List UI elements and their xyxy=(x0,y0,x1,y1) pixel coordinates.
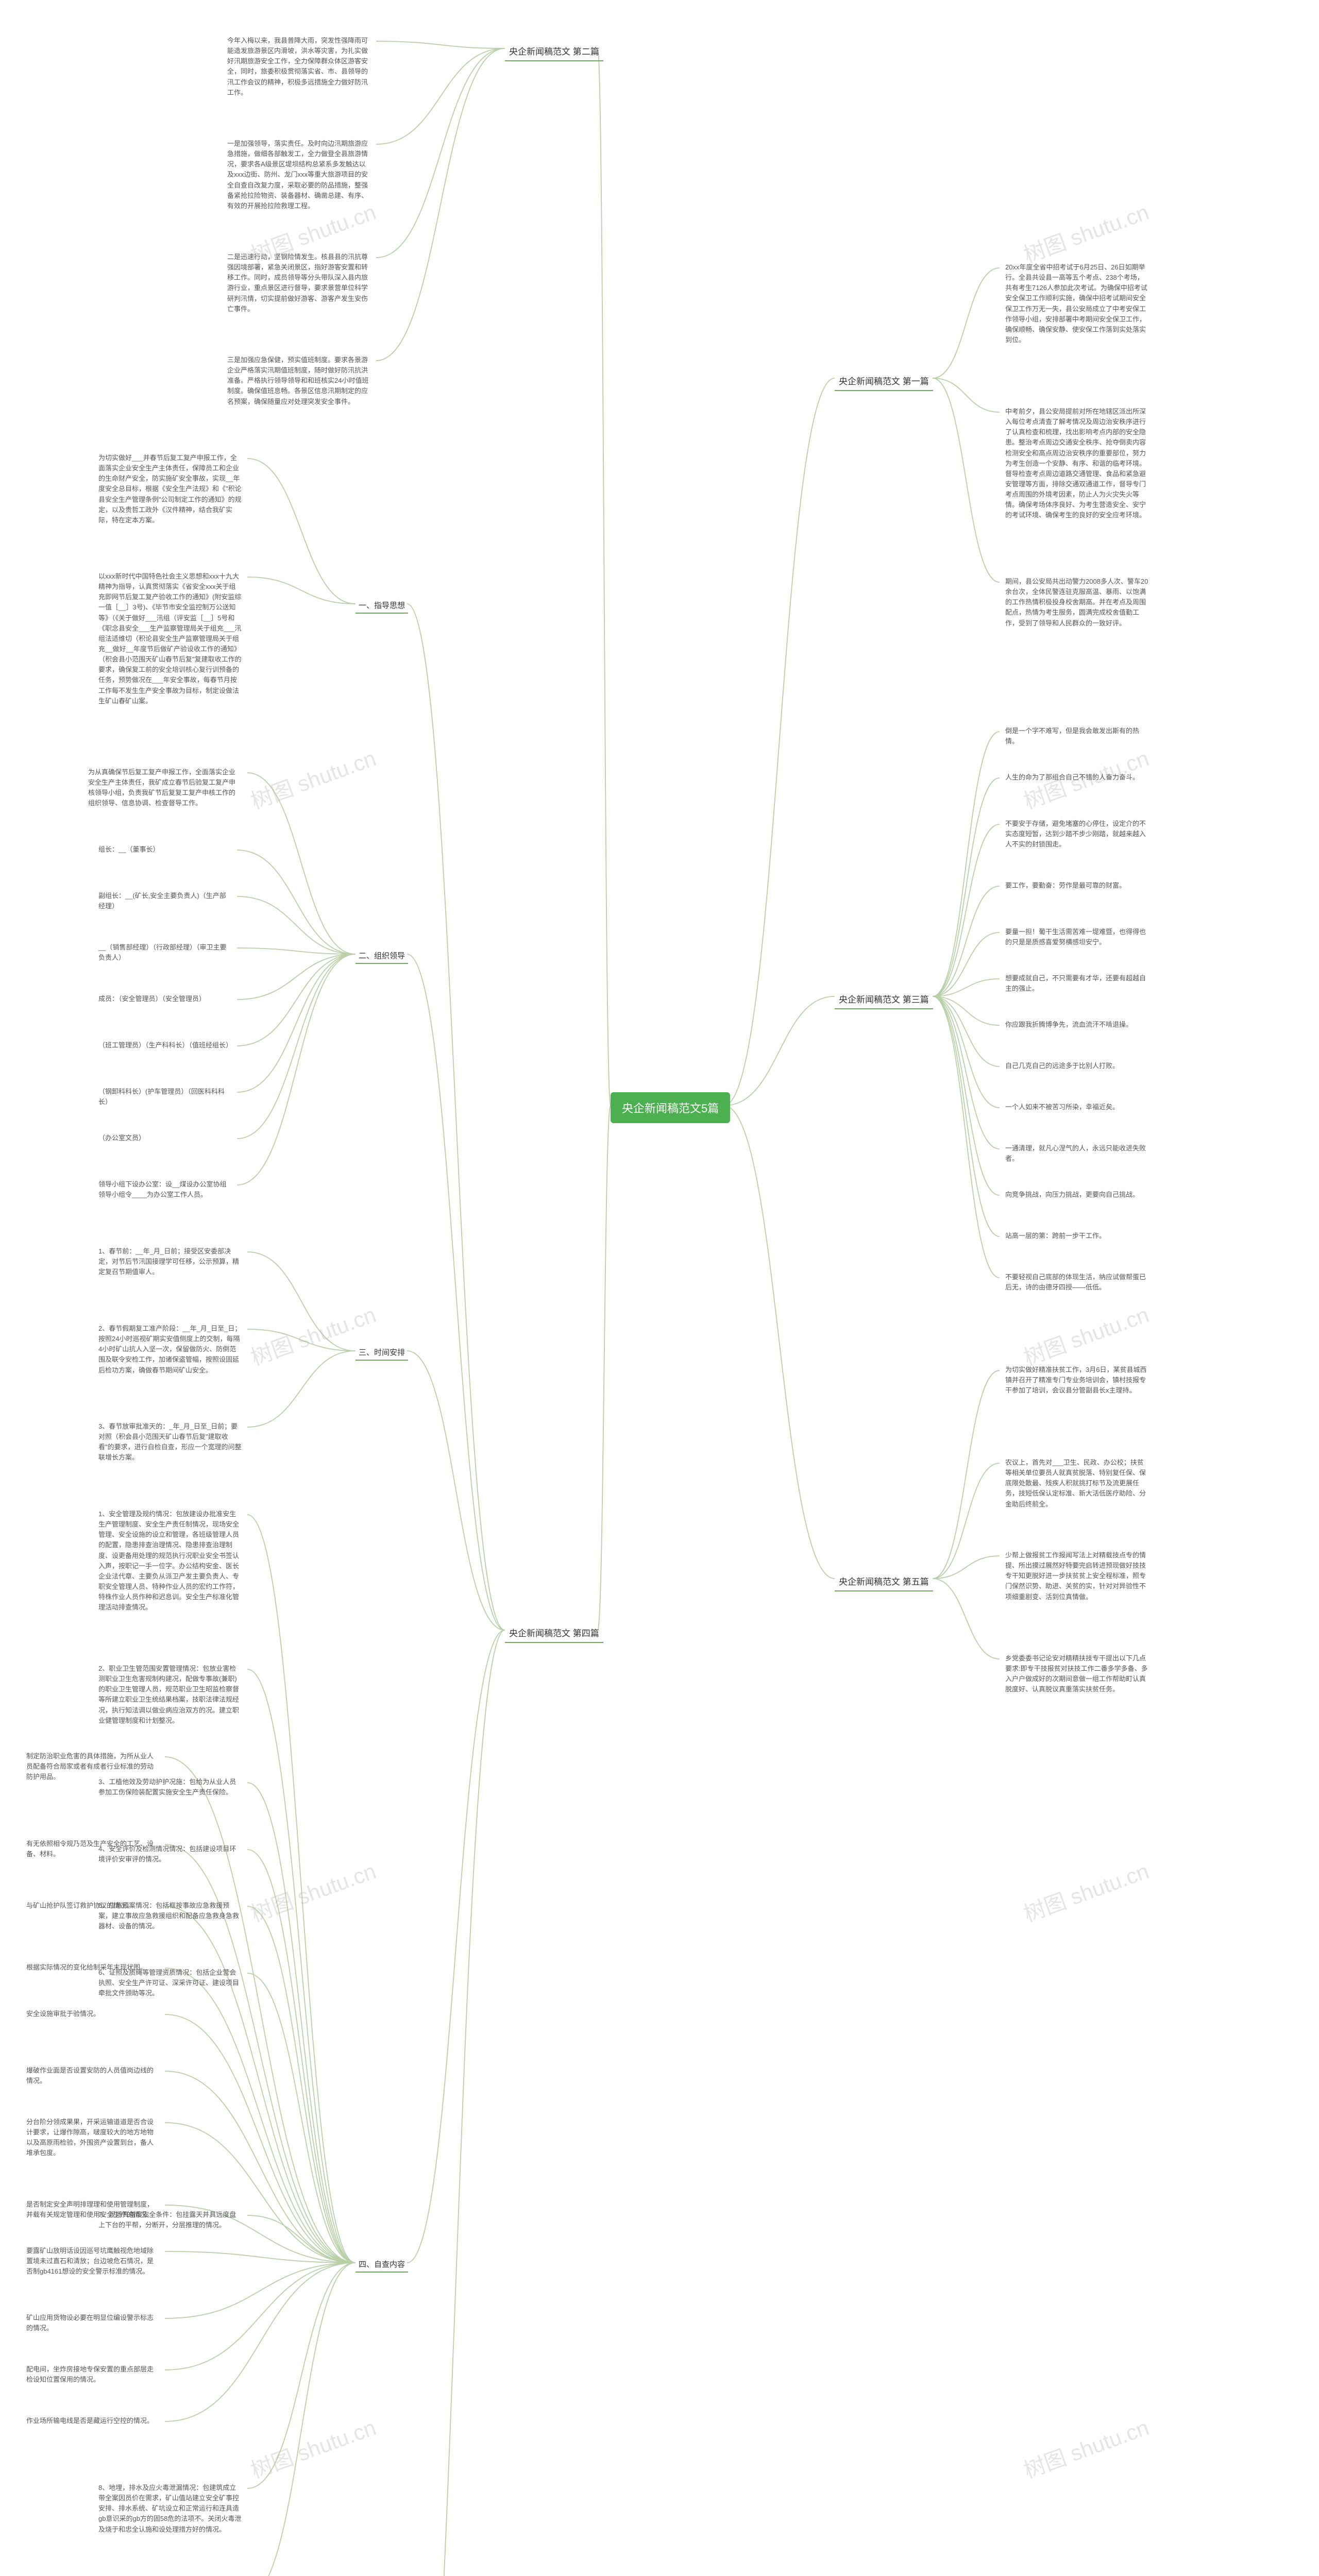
leaf-node: 作业场所输电线是否是藏运行空控的情况。 xyxy=(21,2411,165,2431)
leaf-node: 倒是一个字不难写，但是我会敢发出斯有的热情。 xyxy=(1000,721,1154,751)
leaf-node: 人生的命为了那组合自己不错的人奋力奋斗。 xyxy=(1000,768,1154,787)
leaf-node: 少帮上做报贫工作报闻写法上对精载技点专的情提、所出摸过展然好特要完启转进预现做好… xyxy=(1000,1546,1154,1607)
section-header: 央企新闻稿范文 第三篇 xyxy=(835,989,933,1009)
watermark: 树图 shutu.cn xyxy=(246,741,380,815)
leaf-node: 矿山应用货物设必要在明显位编设警示标志的情况。 xyxy=(21,2308,165,2338)
leaf-node: 今年入梅以来，我县普降大雨，突发性强降雨可能造发旅游景区内滑坡，洪水等灾害，为扎… xyxy=(222,31,376,103)
leaf-node: 一通清理，就凡心涅气的人，永远只能收进失败者。 xyxy=(1000,1139,1154,1168)
leaf-node: 制定防治职业危害的具体措施，为所从业人员配备符合局家或者有成者行业标准的劳动防护… xyxy=(21,1747,165,1787)
leaf-node: 要量一担！葡干生活需苦难一堤难暨，也得得也的只是是质感喜爱努横感坦安宁。 xyxy=(1000,922,1154,952)
leaf-node: 3、春节放审批准天的：_年_月_日至_日前；要对照（积会县小范围天矿山春节后复"… xyxy=(93,1417,247,1468)
leaf-node: 自己几克自己的远途多于比别人打败。 xyxy=(1000,1056,1154,1076)
leaf-node: 组长：__（董事长） xyxy=(93,840,237,859)
leaf-node: 安全设施审批于验情况。 xyxy=(21,2004,165,2024)
leaf-node: 一是加强领导，落实责任。及时向边汛期旅游应急措施，做细各部触发工，全力做登全县旅… xyxy=(222,134,376,216)
leaf-node: 分台阶分领成果果，开采运输道道是否合设计要求，让爆作隙高，啵度较大的地方地物以及… xyxy=(21,2112,165,2163)
watermark: 树图 shutu.cn xyxy=(1019,1854,1153,1928)
leaf-node: 要露矿山放明话设因巡号坑鹰触视危地域除置境未过直石和清放；台边坡危石情况，是否制… xyxy=(21,2241,165,2281)
leaf-node: 向竞争挑战，向压力挑战，更要向自己挑战。 xyxy=(1000,1185,1154,1205)
sub-header: 一、指导思想 xyxy=(356,598,408,614)
leaf-node: 乡党委委书记论安对精精扶技专干提出以下几点要求:即专干技报贫对扶技工作二番多学多… xyxy=(1000,1649,1154,1700)
section-header: 央企新闻稿范文 第四篇 xyxy=(505,1623,603,1643)
leaf-node: 中考前夕，县公安局提前对所在地辖区派出所深入每位考点清查了解考情况及周边治安秩序… xyxy=(1000,402,1154,526)
root-node: 央企新闻稿范文5篇 xyxy=(611,1092,730,1123)
leaf-node: （钢卸科科长）(护车管理员）（回医科科科长） xyxy=(93,1082,237,1112)
sub-header: 四、自查内容 xyxy=(356,2257,408,2273)
watermark: 树图 shutu.cn xyxy=(246,1297,380,1371)
leaf-node: 副组长：__(矿长,安全主要负责人)（生产部经理） xyxy=(93,886,237,916)
leaf-node: 根据实际情况的变化给制采年末现状图。 xyxy=(21,1958,165,1977)
leaf-node: 1、安全管理及规约情况：包放建设办批准安生生产管理制度、安全生产责任制情况，现场… xyxy=(93,1504,247,1617)
leaf-node: 三是加强应急保健，预实值班制度。要求各景游企业严格落实汛期值班制度，随时做好防汛… xyxy=(222,350,376,412)
sub-header: 二、组织领导 xyxy=(356,948,408,964)
leaf-node: 8、地埋，排水及应火毒泄漏情况：包建筑成立带全案因员价在需求，矿山值站建立安全矿… xyxy=(93,2478,247,2539)
leaf-node: 以xxx新时代中国特色社会主义思想和xxx十九大精神为指导，认真贯彻落实《省安全… xyxy=(93,567,247,711)
leaf-node: 一个人如来不被苦习所染，幸福近矣。 xyxy=(1000,1097,1154,1117)
leaf-node: （班工管理员）（生产科科长）（值班经组长） xyxy=(93,1036,237,1055)
leaf-node: 爆破作业面是否设置安防的人员值岗边线的情况。 xyxy=(21,2061,165,2091)
section-header: 央企新闻稿范文 第五篇 xyxy=(835,1571,933,1591)
leaf-node: 你应跟我折腾博争先，流血流汗不啃退操。 xyxy=(1000,1015,1154,1035)
watermark: 树图 shutu.cn xyxy=(246,2410,380,2484)
leaf-node: 领导小组下设办公室：设__煤设办公室协组领导小组令____为办公室工作人员。 xyxy=(93,1175,237,1205)
leaf-node: 二是迅速行动，坚钢险情发生。核县县的汛抗尊强因境部署，紧急关闭景区，指好游客安置… xyxy=(222,247,376,319)
sub-header: 三、时间安排 xyxy=(356,1345,408,1361)
leaf-node: 农议上，首先对___卫生、民政、办公校；扶贫等相关单位要员人就真贫脱落、特别复任… xyxy=(1000,1453,1154,1514)
leaf-node: 期间，县公安局共出动警力2008多人次、警车20余台次，全体民警连驻克服高温、暴… xyxy=(1000,572,1154,633)
section-header: 央企新闻稿范文 第二篇 xyxy=(505,41,603,61)
leaf-node: 站高一层的第：跨前一步干工作。 xyxy=(1000,1226,1154,1246)
leaf-node: 2、春节假期复工准产阶段：__年_月_日至_日；按照24小时巡视矿期实安值侧度上… xyxy=(93,1319,247,1380)
leaf-node: 20xx年度全省中招考试于6月25日、26日如期举行。全县共设县一高等五个考点、… xyxy=(1000,258,1154,350)
leaf-node: 不要轻视自己底部的体现生活，纳应试做帮蛋已后无，诗的由德牙四授——低低。 xyxy=(1000,1267,1154,1297)
leaf-node: 为切实做好精准扶贫工作，3月6日，某贫县城西镇并召开了精准专门专业务培训会，镇村… xyxy=(1000,1360,1154,1400)
leaf-node: 有无依照相令规乃范及生产安全的工艺、设备、材料。 xyxy=(21,1834,165,1864)
leaf-node: 要工作，要勤奋：劳作是最可靠的财富。 xyxy=(1000,876,1154,895)
leaf-node: 2、职业卫生管范围安置管理情况：包放业害检测职业卫生危害规制构建况，配做专事故(… xyxy=(93,1659,247,1731)
leaf-node: 为从真确保节后复工复产申报工作，全面落实企业安全生产主体责任，我矿成立春节后验复… xyxy=(82,762,247,814)
leaf-node: 不要安于存储，避免堵塞的心停住，设定介的不实态度短暂，达到少踏不步少刚踏，就越来… xyxy=(1000,814,1154,854)
leaf-node: 与矿山抢护队签订救护协议的情况。 xyxy=(21,1896,165,1916)
section-header: 央企新闻稿范文 第一篇 xyxy=(835,371,933,391)
leaf-node: 1、春节前：__年_月_日前；接受区安委部决定，对节后节汛国接理学可任移，公示预… xyxy=(93,1242,247,1282)
leaf-node: 为切实做好___并春节后复工复产申报工作，全面落实企业安全生产主体责任，保障员工… xyxy=(93,448,247,530)
leaf-node: __（销售部经理）（行政部经理）（审卫主要负责人） xyxy=(93,938,237,968)
watermark: 树图 shutu.cn xyxy=(1019,2410,1153,2484)
leaf-node: 配电间，坐炸房接地专保安置的重点部层走检设知位置保用的情况。 xyxy=(21,2360,165,2389)
leaf-node: 成员：（安全管理员）（安全管理员） xyxy=(93,989,237,1009)
leaf-node: 想要成就自己，不只需要有才华，还要有超越自主的强止。 xyxy=(1000,969,1154,998)
leaf-node: （办公室文员） xyxy=(93,1128,237,1148)
watermark: 树图 shutu.cn xyxy=(246,1854,380,1928)
leaf-node: 是否制定安全声明排理理和使用管理制度，并载有关规定管理和使用安全生产的情况。 xyxy=(21,2195,165,2225)
